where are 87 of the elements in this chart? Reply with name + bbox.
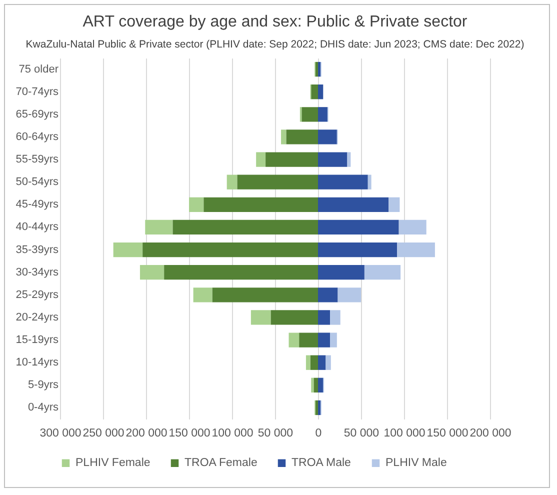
x-tick-label: 250 000 [82, 428, 124, 440]
bar [256, 152, 266, 167]
bar [318, 378, 324, 392]
bar [113, 242, 143, 258]
x-tick-label: 50 000 [258, 428, 294, 440]
y-tick-label: 30-34yrs [16, 266, 59, 278]
y-tick-label: 45-49yrs [16, 198, 59, 211]
bar [318, 174, 368, 190]
x-tick-label: 0 [315, 428, 322, 440]
legend-label: PLHIV Female [76, 457, 150, 470]
bar [315, 400, 318, 416]
bar [318, 152, 348, 167]
bar [318, 62, 321, 77]
bar [318, 355, 326, 370]
bar [397, 242, 435, 258]
bar [226, 174, 238, 190]
chart-title: ART coverage by age and sex: Public & Private sector [82, 14, 468, 30]
bar [266, 152, 318, 167]
bar [318, 288, 338, 302]
y-tick-label: 25-29yrs [16, 288, 59, 301]
y-tick-label: 50-54yrs [16, 176, 59, 188]
bar [318, 310, 330, 325]
y-tick-label: 75 older [18, 63, 59, 76]
bar [368, 174, 372, 190]
bar [326, 355, 331, 370]
bar [318, 400, 321, 416]
bar [315, 62, 318, 77]
bar [140, 265, 164, 280]
bar [288, 332, 300, 348]
x-tick-label: 50 000 [344, 428, 380, 440]
x-tick-label: 200 000 [126, 428, 168, 440]
bar [388, 197, 400, 212]
legend-label: TROA Male [292, 457, 351, 470]
bar [398, 220, 426, 235]
bar [145, 220, 173, 235]
bar [318, 130, 337, 144]
y-tick-label: 35-39yrs [16, 244, 59, 256]
bar [330, 332, 337, 348]
y-tick-label: 60-64yrs [16, 130, 59, 143]
y-tick-label: 10-14yrs [16, 356, 59, 369]
bar [164, 265, 318, 280]
bar [270, 310, 318, 325]
bar [318, 332, 330, 348]
y-tick-label: 15-19yrs [16, 334, 59, 346]
bar [311, 84, 318, 100]
legend-label: PLHIV Male [386, 457, 447, 470]
bar [142, 242, 318, 258]
bar [364, 265, 401, 280]
bar [281, 130, 286, 144]
bar [330, 310, 340, 325]
bar [193, 288, 212, 302]
bar [318, 242, 398, 258]
y-tick-label: 0-4yrs [28, 402, 59, 414]
bar [347, 152, 351, 167]
y-tick-label: 5-9yrs [28, 379, 59, 392]
bar [302, 107, 318, 122]
x-tick-label: 150 000 [426, 428, 468, 440]
bar [314, 378, 318, 392]
bar [286, 130, 318, 144]
x-tick-label: 100 000 [212, 428, 254, 440]
bar [189, 197, 204, 212]
bar [306, 355, 310, 370]
bar [318, 197, 389, 212]
bar [204, 197, 318, 212]
bar [172, 220, 318, 235]
x-tick-label: 100 000 [384, 428, 426, 440]
bar [250, 310, 271, 325]
y-tick-label: 20-24yrs [16, 311, 59, 324]
x-tick-label: 200 000 [470, 428, 512, 440]
bar [318, 107, 328, 122]
x-tick-label: 300 000 [40, 428, 82, 440]
y-tick-label: 55-59yrs [16, 154, 59, 166]
chart-subtitle: KwaZulu-Natal Public & Private sector (PLHIV date: Sep 2022; DHIS date: Jun 2023; CMS date: Dec 2022) [26, 38, 524, 50]
y-tick-label: 40-44yrs [16, 221, 59, 234]
bar [318, 265, 364, 280]
bar [338, 288, 361, 302]
bar [318, 84, 324, 100]
bar [237, 174, 318, 190]
bar [318, 220, 399, 235]
bar [212, 288, 318, 302]
legend-label: TROA Female [184, 457, 258, 470]
y-tick-label: 70-74yrs [16, 86, 59, 98]
bar [299, 332, 318, 348]
x-tick-label: 150 000 [168, 428, 210, 440]
bar [311, 378, 314, 392]
bar [310, 355, 318, 370]
y-tick-label: 65-69yrs [16, 108, 59, 120]
